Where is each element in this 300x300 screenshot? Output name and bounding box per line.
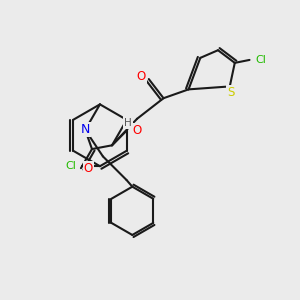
Text: Cl: Cl bbox=[65, 161, 76, 171]
Text: S: S bbox=[228, 86, 235, 99]
Text: Cl: Cl bbox=[256, 55, 267, 65]
Text: H: H bbox=[124, 118, 132, 128]
Text: N: N bbox=[80, 123, 90, 136]
Text: O: O bbox=[84, 162, 93, 175]
Text: O: O bbox=[137, 70, 146, 83]
Text: O: O bbox=[132, 124, 142, 137]
